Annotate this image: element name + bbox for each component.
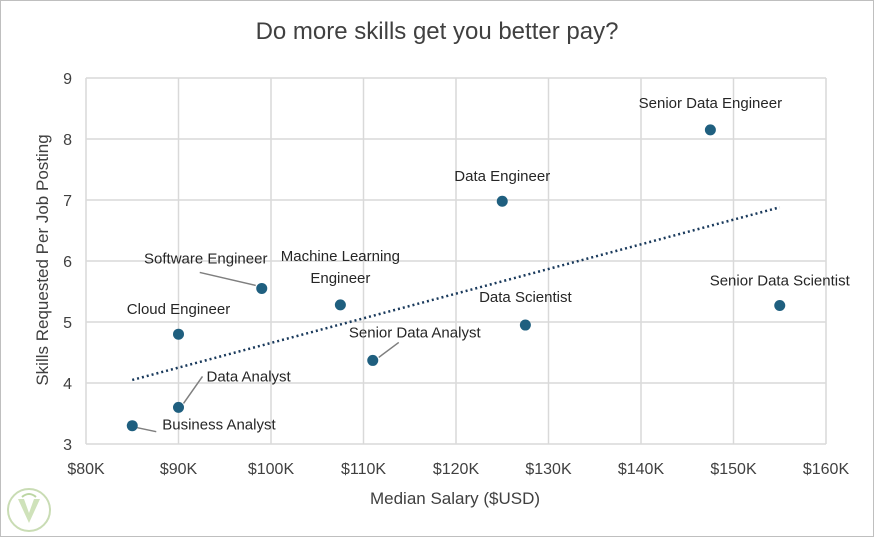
leader-line xyxy=(137,426,157,433)
y-axis-title: Skills Requested Per Job Posting xyxy=(33,134,52,385)
point-label: Senior Data Engineer xyxy=(639,95,782,112)
data-point xyxy=(256,282,268,294)
point-label: Software Engineer xyxy=(144,250,267,267)
y-tick-label: 5 xyxy=(63,315,72,332)
point-label: Cloud Engineer xyxy=(127,301,230,318)
data-point xyxy=(496,195,508,207)
data-point xyxy=(173,328,184,340)
leader-line xyxy=(182,375,204,404)
trendline-layer xyxy=(131,206,781,382)
data-labels: Business Analyst Data Analyst Cloud Engine… xyxy=(127,95,851,434)
point-label: Business Analyst xyxy=(162,417,276,434)
point-label: Senior Data Analyst xyxy=(349,324,482,341)
y-tick-label: 4 xyxy=(63,376,72,393)
x-tick-label: $150K xyxy=(710,461,757,478)
grid-layer xyxy=(85,77,827,445)
x-tick-label: $110K xyxy=(341,461,386,478)
x-tick-label: $90K xyxy=(160,461,198,478)
leader-line xyxy=(378,341,400,359)
data-point xyxy=(704,124,716,136)
tick-labels: $80K $90K $100K $110K $120K $130K $140K $150K $1… xyxy=(63,71,849,478)
y-tick-label: 6 xyxy=(63,254,72,271)
x-tick-label: $140K xyxy=(618,461,665,478)
point-label: Senior Data Scientist xyxy=(710,273,851,290)
data-point xyxy=(334,299,346,311)
y-tick-label: 8 xyxy=(63,132,72,149)
point-label: Data Engineer xyxy=(454,168,550,185)
leader-lines xyxy=(137,271,400,433)
data-point xyxy=(519,319,531,331)
x-tick-label: $160K xyxy=(803,461,850,478)
x-tick-label: $100K xyxy=(248,461,295,478)
x-tick-label: $80K xyxy=(67,461,105,478)
x-tick-label: $120K xyxy=(433,461,480,478)
y-tick-label: 9 xyxy=(63,71,72,88)
chart-title: Do more skills get you better pay? xyxy=(255,18,619,45)
data-points xyxy=(126,124,786,432)
data-point xyxy=(774,300,786,312)
point-label: Machine Learning Engineer xyxy=(281,248,400,287)
data-point xyxy=(126,420,138,432)
point-label: Data Scientist xyxy=(479,289,572,306)
data-point xyxy=(367,354,379,366)
logo-watermark-icon xyxy=(7,488,51,532)
data-point xyxy=(173,401,184,413)
leader-line xyxy=(199,271,256,287)
x-axis-title: Median Salary ($USD) xyxy=(370,489,540,508)
y-tick-label: 7 xyxy=(63,193,72,210)
x-tick-label: $130K xyxy=(525,461,572,478)
y-tick-label: 3 xyxy=(63,437,72,454)
trendline xyxy=(131,206,781,382)
point-label: Data Analyst xyxy=(207,368,292,385)
